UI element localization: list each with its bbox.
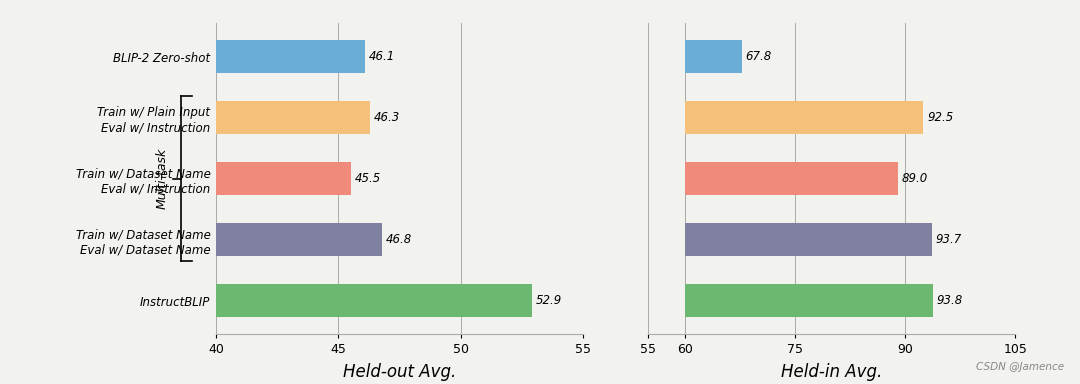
- Text: 93.7: 93.7: [936, 233, 962, 246]
- Text: 92.5: 92.5: [927, 111, 954, 124]
- Text: 67.8: 67.8: [745, 50, 772, 63]
- Bar: [216, 162, 351, 195]
- Text: 46.3: 46.3: [374, 111, 401, 124]
- Bar: [216, 101, 370, 134]
- Text: 93.8: 93.8: [936, 294, 963, 307]
- X-axis label: Held-in Avg.: Held-in Avg.: [781, 363, 882, 381]
- Bar: [216, 284, 531, 317]
- Bar: [685, 162, 897, 195]
- Text: Multi-task: Multi-task: [156, 148, 168, 209]
- Text: 45.5: 45.5: [354, 172, 380, 185]
- Bar: [216, 40, 365, 73]
- Text: 52.9: 52.9: [536, 294, 562, 307]
- Text: 89.0: 89.0: [902, 172, 928, 185]
- Bar: [216, 223, 382, 257]
- Bar: [685, 223, 932, 257]
- Bar: [685, 40, 742, 73]
- Text: 46.8: 46.8: [387, 233, 413, 246]
- Text: CSDN @Jamence: CSDN @Jamence: [975, 362, 1064, 372]
- Bar: [685, 101, 923, 134]
- Text: 46.1: 46.1: [369, 50, 395, 63]
- Bar: [685, 284, 933, 317]
- X-axis label: Held-out Avg.: Held-out Avg.: [343, 363, 456, 381]
